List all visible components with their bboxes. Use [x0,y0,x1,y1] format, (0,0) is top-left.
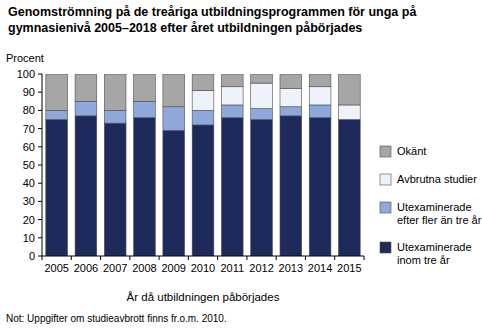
bar-segment [192,110,214,125]
bar-segment [221,105,243,118]
x-axis [42,256,364,257]
bar-segment [163,107,185,131]
chart: Genomströmning på de treåriga utbildning… [0,0,482,332]
y-tick-label: 40 [23,177,35,189]
x-axis-label: År då utbildningen påbörjades [127,291,280,303]
legend-label: Utexamineradeefter fler än tre år [397,201,482,226]
legend-swatch [380,242,391,253]
bar-segment [251,109,273,120]
bar-segment [46,110,68,119]
x-tick [305,256,306,260]
bar-segment [280,74,302,89]
x-tick-label: 2008 [132,262,156,274]
y-tick [38,219,42,220]
bar-segment [134,118,156,256]
y-tick [38,165,42,166]
y-tick-label: 30 [23,195,35,207]
title: Genomströmning på de treåriga utbildning… [8,5,416,35]
x-tick-label: 2011 [220,262,244,274]
y-tick [38,74,42,75]
x-tick-label: 2006 [74,262,98,274]
y-tick-label: 90 [23,86,35,98]
x-tick [100,256,101,260]
bar-segment [192,125,214,256]
bar-segment [251,83,273,108]
y-tick [38,92,42,93]
x-tick [364,256,365,260]
y-tick [38,183,42,184]
x-tick [188,256,189,260]
bar-segment [134,74,156,101]
y-tick-label: 50 [23,159,35,171]
bar-segment [221,118,243,256]
y-tick [38,237,42,238]
x-tick [276,256,277,260]
legend-label: Okänt [397,145,426,157]
bar-segment [309,105,331,118]
bar-segment [280,107,302,116]
y-tick [38,128,42,129]
x-tick-label: 2010 [191,262,215,274]
bar-segment [280,89,302,107]
bar-segment [163,130,185,256]
x-tick [246,256,247,260]
y-tick-label: 80 [23,104,35,116]
x-tick-label: 2015 [337,262,361,274]
x-tick-label: 2013 [279,262,303,274]
bar-segment [309,87,331,105]
bar-segment [104,110,126,123]
bar-segment [134,101,156,117]
x-tick [217,256,218,260]
x-tick-label: 2005 [44,262,68,274]
bar-segment [221,87,243,105]
bar-segment [309,118,331,256]
legend-swatch [380,202,391,213]
y-tick-label: 70 [23,123,35,135]
bar-segment [309,74,331,87]
bar-segment [221,74,243,87]
y-tick-label: 20 [23,214,35,226]
bar-segment [339,120,361,257]
y-axis-label: Procent [6,52,44,64]
bar-segment [192,90,214,110]
y-tick-label: 100 [17,68,35,80]
x-tick [334,256,335,260]
bar-segment [75,116,97,256]
y-tick [38,146,42,147]
x-tick [129,256,130,260]
y-tick [38,110,42,111]
bar-segment [251,74,273,83]
legend-swatch [380,146,391,157]
legend-swatch [380,174,391,185]
bar-segment [75,101,97,116]
y-tick-label: 60 [23,141,35,153]
y-tick [38,201,42,202]
bar-segment [104,74,126,110]
y-tick-label: 10 [23,232,35,244]
legend: Okänt Avbrutna studier Utexamineradeefter … [380,145,482,266]
bar-segment [339,74,361,105]
bars [46,74,360,256]
note: Not: Uppgifter om studieavbrott finns fr… [6,313,227,324]
bar-segment [104,123,126,256]
y-tick-label: 0 [29,250,35,262]
legend-label: Avbrutna studier [397,173,477,185]
legend-label: Utexamineradeinom tre år [397,241,472,266]
x-tick-label: 2012 [249,262,273,274]
bar-segment [46,74,68,110]
x-tick [159,256,160,260]
x-tick-label: 2007 [103,262,127,274]
x-tick-label: 2014 [308,262,332,274]
bar-segment [163,74,185,107]
bar-segment [339,105,361,120]
bar-segment [75,74,97,101]
x-tick-label: 2009 [161,262,185,274]
bar-segment [46,120,68,257]
x-tick [71,256,72,260]
bar-segment [251,120,273,257]
bar-segment [192,74,214,90]
y-tick [38,256,42,257]
bar-segment [280,116,302,256]
x-tick [42,256,43,260]
